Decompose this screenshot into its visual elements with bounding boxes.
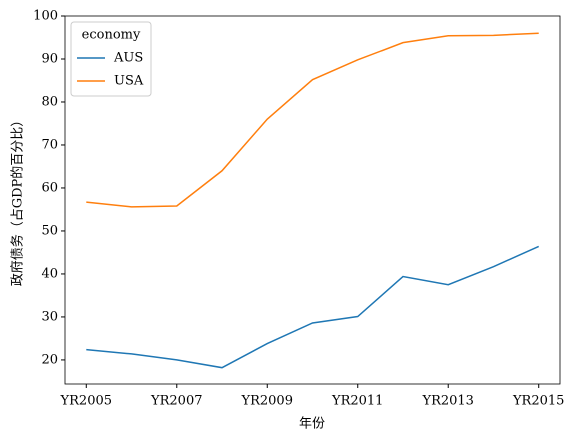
y-tick-label: 30	[41, 309, 58, 324]
x-tick-label: YR2015	[512, 394, 564, 409]
y-tick-label: 100	[33, 9, 58, 24]
legend-label: AUS	[113, 51, 143, 66]
line	[86, 32, 539, 208]
legend-label: USA	[114, 74, 144, 89]
plot-frame	[64, 15, 561, 385]
x-tick-label: YR2011	[331, 394, 383, 409]
y-tick-label: 50	[41, 223, 58, 238]
y-tick-label: 40	[41, 266, 58, 281]
y-tick-label: 20	[41, 352, 58, 367]
y-tick-label: 70	[41, 137, 58, 152]
y-tick-label: 60	[41, 180, 58, 195]
y-tick-label: 90	[41, 51, 58, 66]
x-axis-label: 年份	[299, 417, 325, 432]
x-tick-label: YR2007	[150, 394, 202, 409]
x-tick-label: YR2005	[60, 394, 112, 409]
y-axis-label: 政府债务（占GDP的百分比）	[10, 114, 26, 287]
legend-title: economy	[82, 28, 141, 43]
y-tick-label: 80	[41, 94, 58, 109]
x-tick-label: YR2013	[421, 394, 473, 409]
legend: economy AUS USA	[70, 21, 152, 97]
x-tick-label: YR2009	[241, 394, 293, 409]
legend-box	[70, 21, 152, 97]
line	[86, 245, 540, 369]
